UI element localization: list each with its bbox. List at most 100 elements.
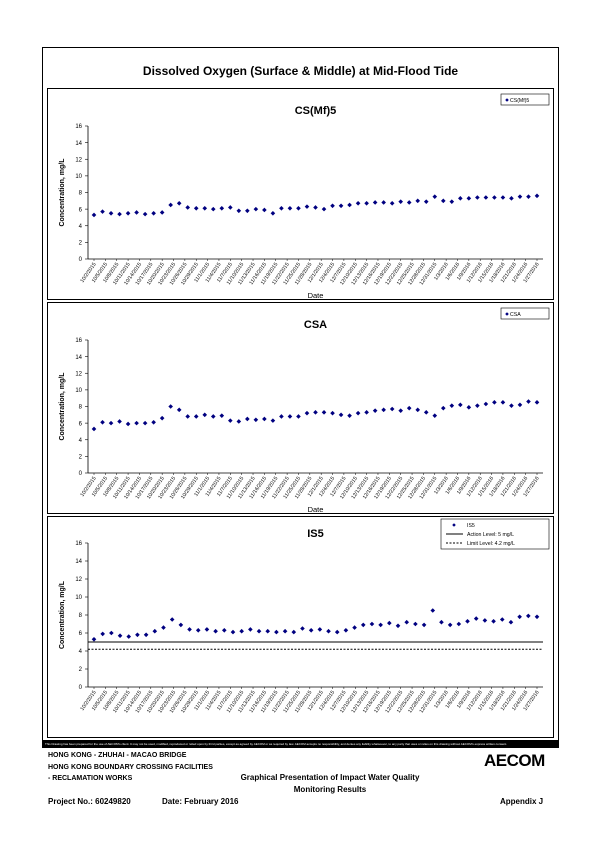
data-point: [432, 194, 438, 199]
data-point: [372, 200, 378, 205]
data-point: [458, 196, 463, 201]
legend-box: [500, 93, 550, 106]
data-point: [330, 203, 335, 209]
data-point: [195, 628, 201, 633]
data-point: [526, 194, 531, 199]
data-point: [534, 614, 540, 620]
y-tick-label: 0: [79, 471, 83, 477]
data-point: [152, 628, 158, 634]
data-point: [492, 400, 497, 405]
data-point: [126, 634, 132, 639]
data-point: [161, 625, 166, 630]
footer-line-3: - RECLAMATION WORKS: [48, 775, 133, 782]
chart-panel-cs-mf5: CS(Mf)5 0 2 4 6 8 10 12 14 16 Concentration, mg/L 1…: [47, 88, 554, 300]
data-point: [134, 420, 139, 426]
data-point: [499, 617, 505, 622]
data-point: [169, 617, 175, 622]
y-tick-label: 6: [79, 207, 83, 213]
data-point: [91, 637, 97, 642]
data-point: [245, 416, 250, 422]
x-axis-label: Date: [308, 291, 324, 300]
y-tick-label: 12: [75, 577, 82, 583]
data-point: [404, 619, 410, 625]
data-point: [253, 417, 259, 423]
data-point: [185, 205, 191, 210]
data-point: [355, 410, 361, 416]
footer-title-2: Monitoring Results: [293, 785, 367, 794]
data-point: [398, 408, 403, 413]
data-point: [430, 608, 436, 613]
data-point: [415, 198, 421, 204]
data-point: [330, 410, 335, 416]
data-point: [91, 426, 97, 432]
y-tick-label: 2: [79, 455, 83, 461]
legend-box: [500, 307, 550, 320]
y-axis-label: Concentration, mg/L: [59, 158, 66, 227]
y-tick-label: 16: [75, 124, 82, 130]
data-point: [245, 208, 250, 214]
y-tick-label: 10: [75, 595, 82, 601]
data-point: [193, 205, 199, 211]
data-point: [473, 616, 479, 621]
data-point: [456, 621, 462, 627]
data-point: [338, 203, 344, 209]
data-point: [423, 199, 429, 204]
chart-panel-is5: IS5 0 2 4 6 8 10 12 14 16 Concentration, mg/L 10/2/…: [47, 516, 554, 738]
legend-marker: [505, 312, 509, 316]
data-point: [475, 403, 480, 408]
figure-frame: [42, 47, 559, 741]
data-point: [193, 414, 199, 419]
y-tick-label: 14: [75, 141, 82, 147]
data-point: [483, 195, 489, 200]
data-point: [287, 205, 293, 211]
data-point: [406, 200, 412, 205]
data-point: [355, 201, 361, 206]
data-point: [300, 626, 305, 631]
data-point: [317, 627, 323, 632]
data-point: [378, 622, 383, 628]
data-point: [279, 414, 284, 419]
data-point: [274, 629, 279, 635]
y-axis-label: Concentration, mg/L: [59, 372, 66, 441]
data-point: [372, 408, 378, 413]
data-point: [440, 405, 446, 411]
data-point: [334, 629, 340, 635]
legend-label: Action Level: 5 mg/L: [467, 532, 514, 538]
data-point: [202, 412, 208, 418]
y-tick-label: 10: [75, 388, 82, 394]
data-point: [406, 405, 412, 411]
data-point: [142, 211, 148, 217]
data-point: [239, 628, 244, 634]
y-tick-label: 4: [79, 649, 83, 655]
data-point: [304, 410, 310, 416]
data-point: [100, 631, 105, 637]
data-point: [338, 412, 344, 418]
data-point: [270, 210, 276, 216]
data-point: [381, 407, 386, 413]
y-tick-label: 14: [75, 559, 82, 565]
footer-title-1: Graphical Presentation of Impact Water Q…: [240, 773, 420, 782]
data-point: [491, 619, 496, 624]
y-tick-label: 16: [75, 338, 82, 344]
chart-title: CS(Mf)5: [295, 105, 337, 117]
data-point: [389, 201, 395, 206]
data-point: [321, 206, 327, 212]
data-point: [526, 613, 531, 619]
footer-line-1: HONG KONG - ZHUHAI - MACAO BRIDGE: [48, 752, 187, 759]
data-point: [466, 405, 472, 410]
data-point: [534, 193, 540, 199]
data-point: [108, 420, 114, 426]
data-point: [143, 632, 149, 638]
data-point: [142, 420, 148, 426]
data-point: [423, 410, 429, 415]
data-point: [360, 622, 366, 628]
y-tick-label: 12: [75, 371, 82, 377]
data-point: [125, 210, 131, 216]
data-point: [440, 198, 446, 204]
data-point: [262, 207, 267, 213]
y-tick-label: 2: [79, 667, 83, 673]
data-point: [108, 210, 114, 216]
chart-title: IS5: [307, 528, 324, 540]
data-point: [176, 407, 182, 413]
data-point: [475, 195, 480, 200]
